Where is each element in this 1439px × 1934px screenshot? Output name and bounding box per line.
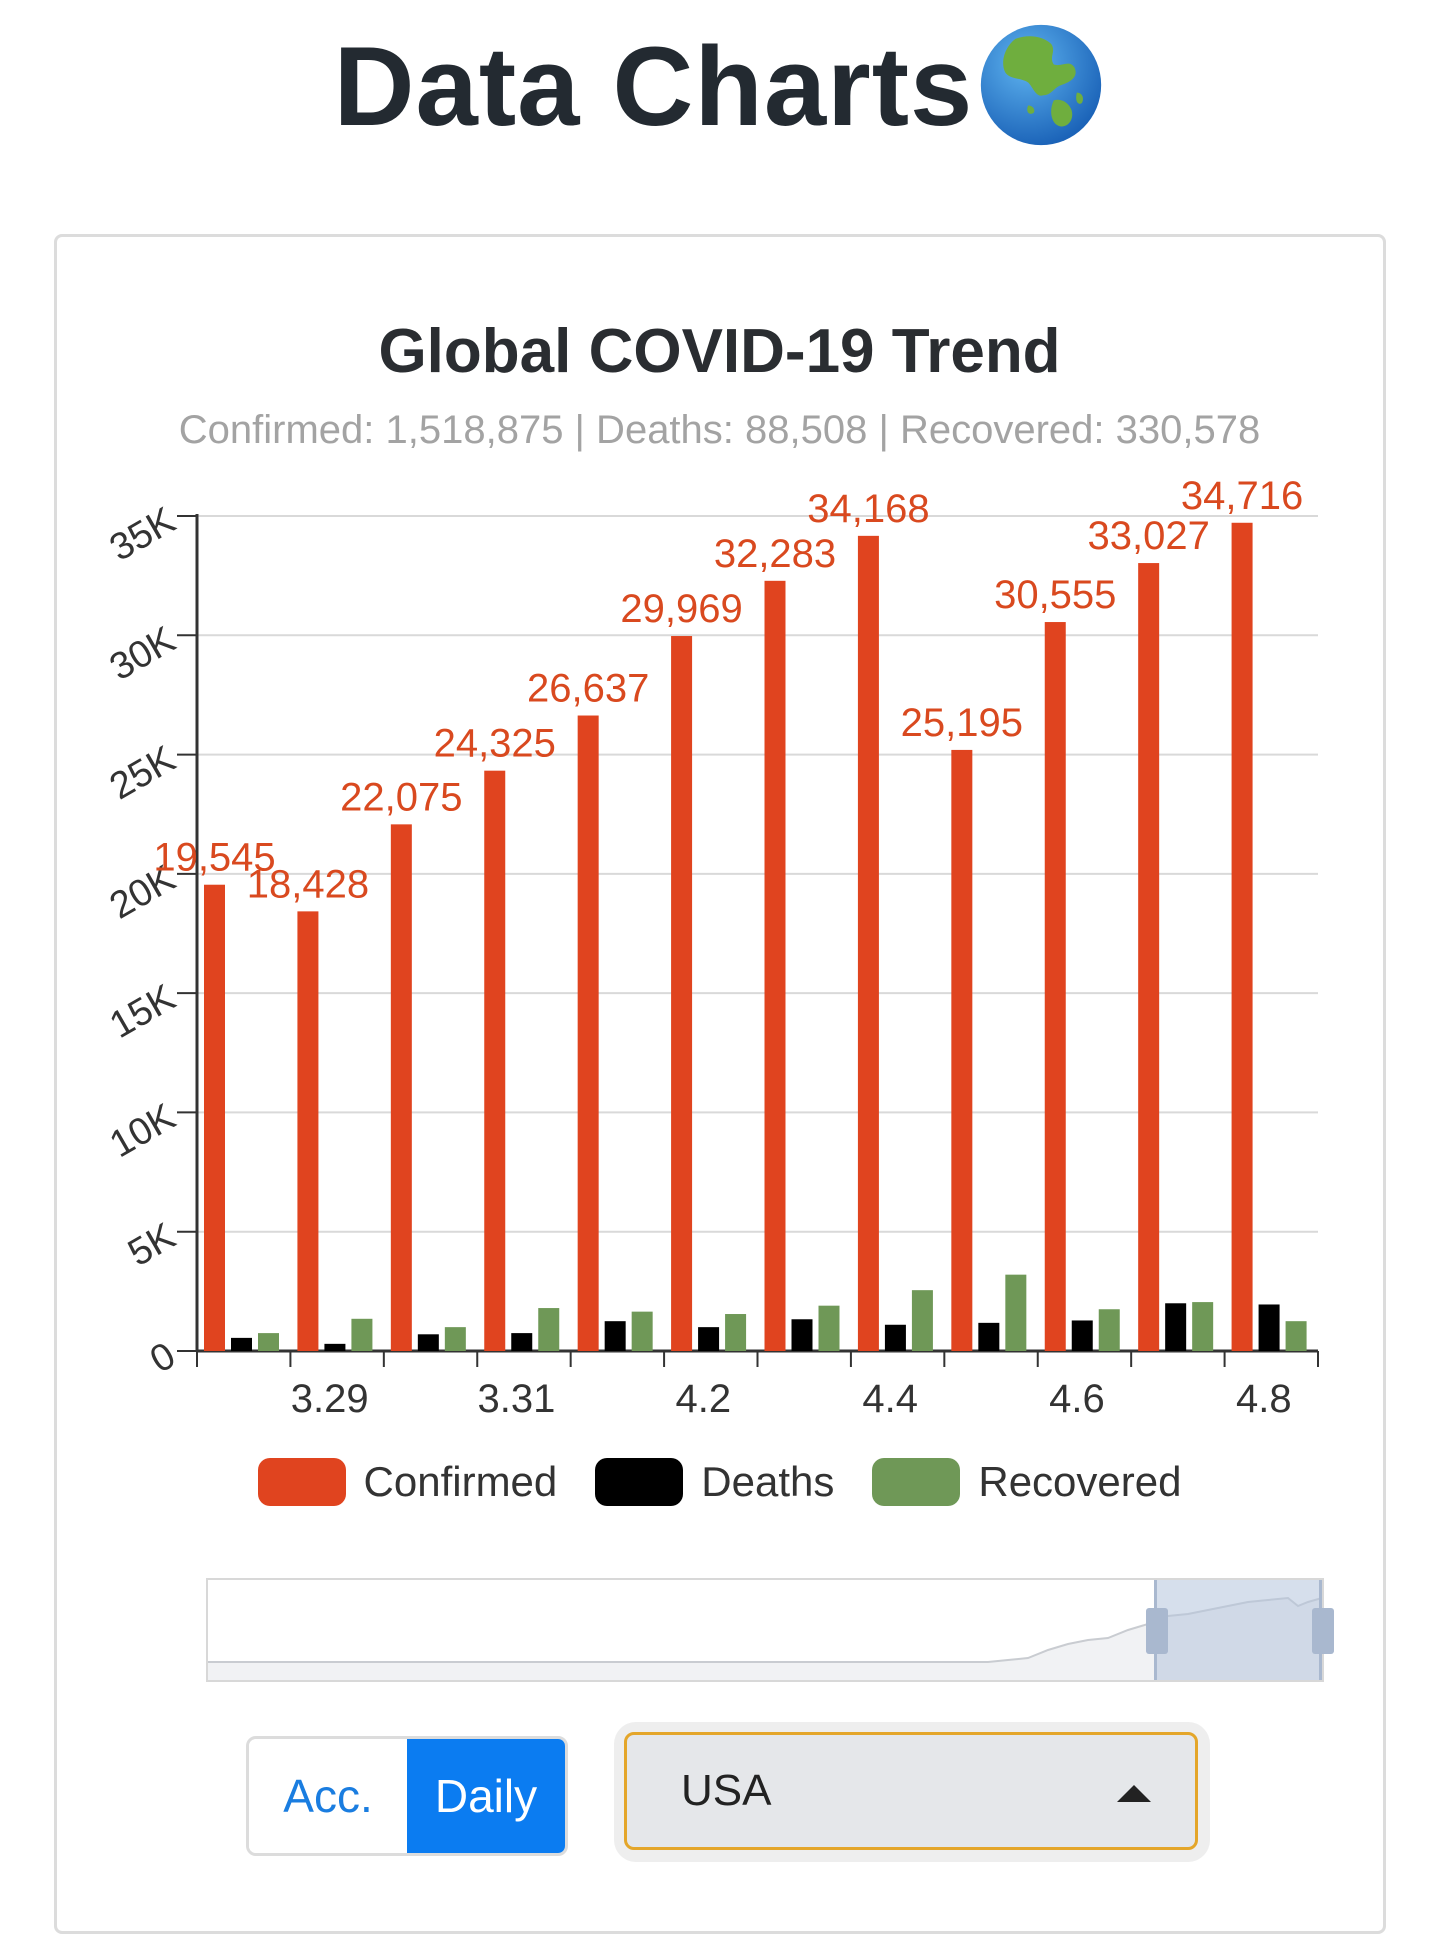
data-label: 26,637 [527,667,649,711]
data-label: 33,027 [1087,514,1209,558]
data-label: 34,716 [1181,474,1303,518]
legend-label-recovered: Recovered [978,1458,1182,1505]
globe-asia-icon [981,25,1102,146]
y-tick-label: 35K [103,500,183,570]
x-tick-label: 3.31 [478,1377,556,1421]
country-select-wrapper: USA [614,1722,1210,1862]
confirmed-bar [1044,622,1066,1351]
data-label: 25,195 [901,701,1023,745]
legend-item-recovered[interactable]: Recovered [872,1458,1181,1506]
y-tick-label: 30K [103,619,183,689]
recovered-bar [444,1327,466,1351]
deaths-bar [417,1334,439,1351]
y-tick-label: 0 [143,1335,182,1382]
confirmed-bar [297,911,319,1351]
recovered-bar [911,1290,933,1351]
page-title: Data Charts [0,22,1439,159]
data-label: 19,545 [153,836,275,880]
mode-toggle: Acc. Daily [246,1736,568,1856]
x-tick-label: 4.8 [1236,1377,1292,1421]
recovered-bar [538,1308,560,1351]
deaths-bar [978,1322,1000,1351]
recovered-bar [725,1314,747,1351]
country-select-value: USA [681,1766,772,1815]
data-label: 24,325 [434,722,556,766]
deaths-bar [1165,1303,1187,1351]
recovered-bar [1192,1302,1214,1351]
data-label: 18,428 [247,862,369,906]
legend-swatch-recovered [872,1458,961,1506]
zoom-handle-left[interactable] [1146,1608,1168,1654]
mode-daily-button[interactable]: Daily [407,1739,565,1853]
x-tick-label: 3.29 [291,1377,369,1421]
recovered-bar [818,1305,840,1351]
data-label: 22,075 [340,775,462,819]
deaths-bar [1258,1304,1280,1351]
legend-swatch-deaths [595,1458,684,1506]
x-tick-label: 4.2 [676,1377,732,1421]
deaths-bar [324,1343,346,1351]
data-label: 32,283 [714,532,836,576]
confirmed-bar [577,715,599,1351]
confirmed-bar [951,749,973,1351]
recovered-bar [631,1311,653,1351]
x-tick-label: 4.4 [862,1377,918,1421]
chart-subtitle: Confirmed: 1,518,875 | Deaths: 88,508 | … [178,408,1261,452]
deaths-bar [791,1319,813,1351]
recovered-bar [1285,1321,1307,1351]
confirmed-bar [764,580,786,1351]
recovered-bar [258,1333,279,1351]
y-tick-label: 15K [103,977,183,1047]
legend-swatch-confirmed [257,1458,346,1506]
deaths-bar [698,1327,720,1351]
mode-acc-button[interactable]: Acc. [249,1739,407,1853]
data-label: 29,969 [620,587,742,631]
confirmed-bar [1231,522,1253,1351]
confirmed-bar [204,884,225,1351]
country-select[interactable]: USA [624,1732,1198,1850]
recovered-bar [351,1318,373,1351]
deaths-bar [1071,1320,1093,1351]
page-title-text: Data Charts [333,24,974,149]
confirmed-bar [484,770,506,1351]
deaths-bar [604,1321,626,1351]
confirmed-bar [390,824,412,1351]
data-zoom-slider[interactable] [206,1578,1334,1682]
confirmed-bar [857,535,879,1351]
y-tick-label: 10K [103,1096,183,1166]
data-label: 34,168 [807,487,929,531]
y-tick-label: 5K [121,1215,182,1275]
legend-label-confirmed: Confirmed [363,1458,558,1505]
legend-item-confirmed[interactable]: Confirmed [257,1458,558,1506]
confirmed-bar [671,636,693,1351]
x-tick-label: 4.6 [1049,1377,1105,1421]
recovered-bar [1098,1309,1120,1351]
legend-label-deaths: Deaths [701,1458,835,1505]
chart-title: Global COVID-19 Trend [378,317,1061,386]
deaths-bar [884,1324,906,1351]
data-label: 30,555 [994,573,1116,617]
confirmed-bar [1138,563,1160,1351]
recovered-bar [1005,1274,1027,1351]
deaths-bar [231,1337,252,1351]
zoom-selected-range[interactable] [1154,1580,1322,1680]
caret-up-icon [1117,1785,1151,1802]
deaths-bar [511,1333,533,1351]
y-tick-label: 25K [103,738,183,808]
legend: Confirmed Deaths Recovered [0,1458,1439,1506]
legend-item-deaths[interactable]: Deaths [595,1458,834,1506]
zoom-handle-right[interactable] [1312,1608,1334,1654]
